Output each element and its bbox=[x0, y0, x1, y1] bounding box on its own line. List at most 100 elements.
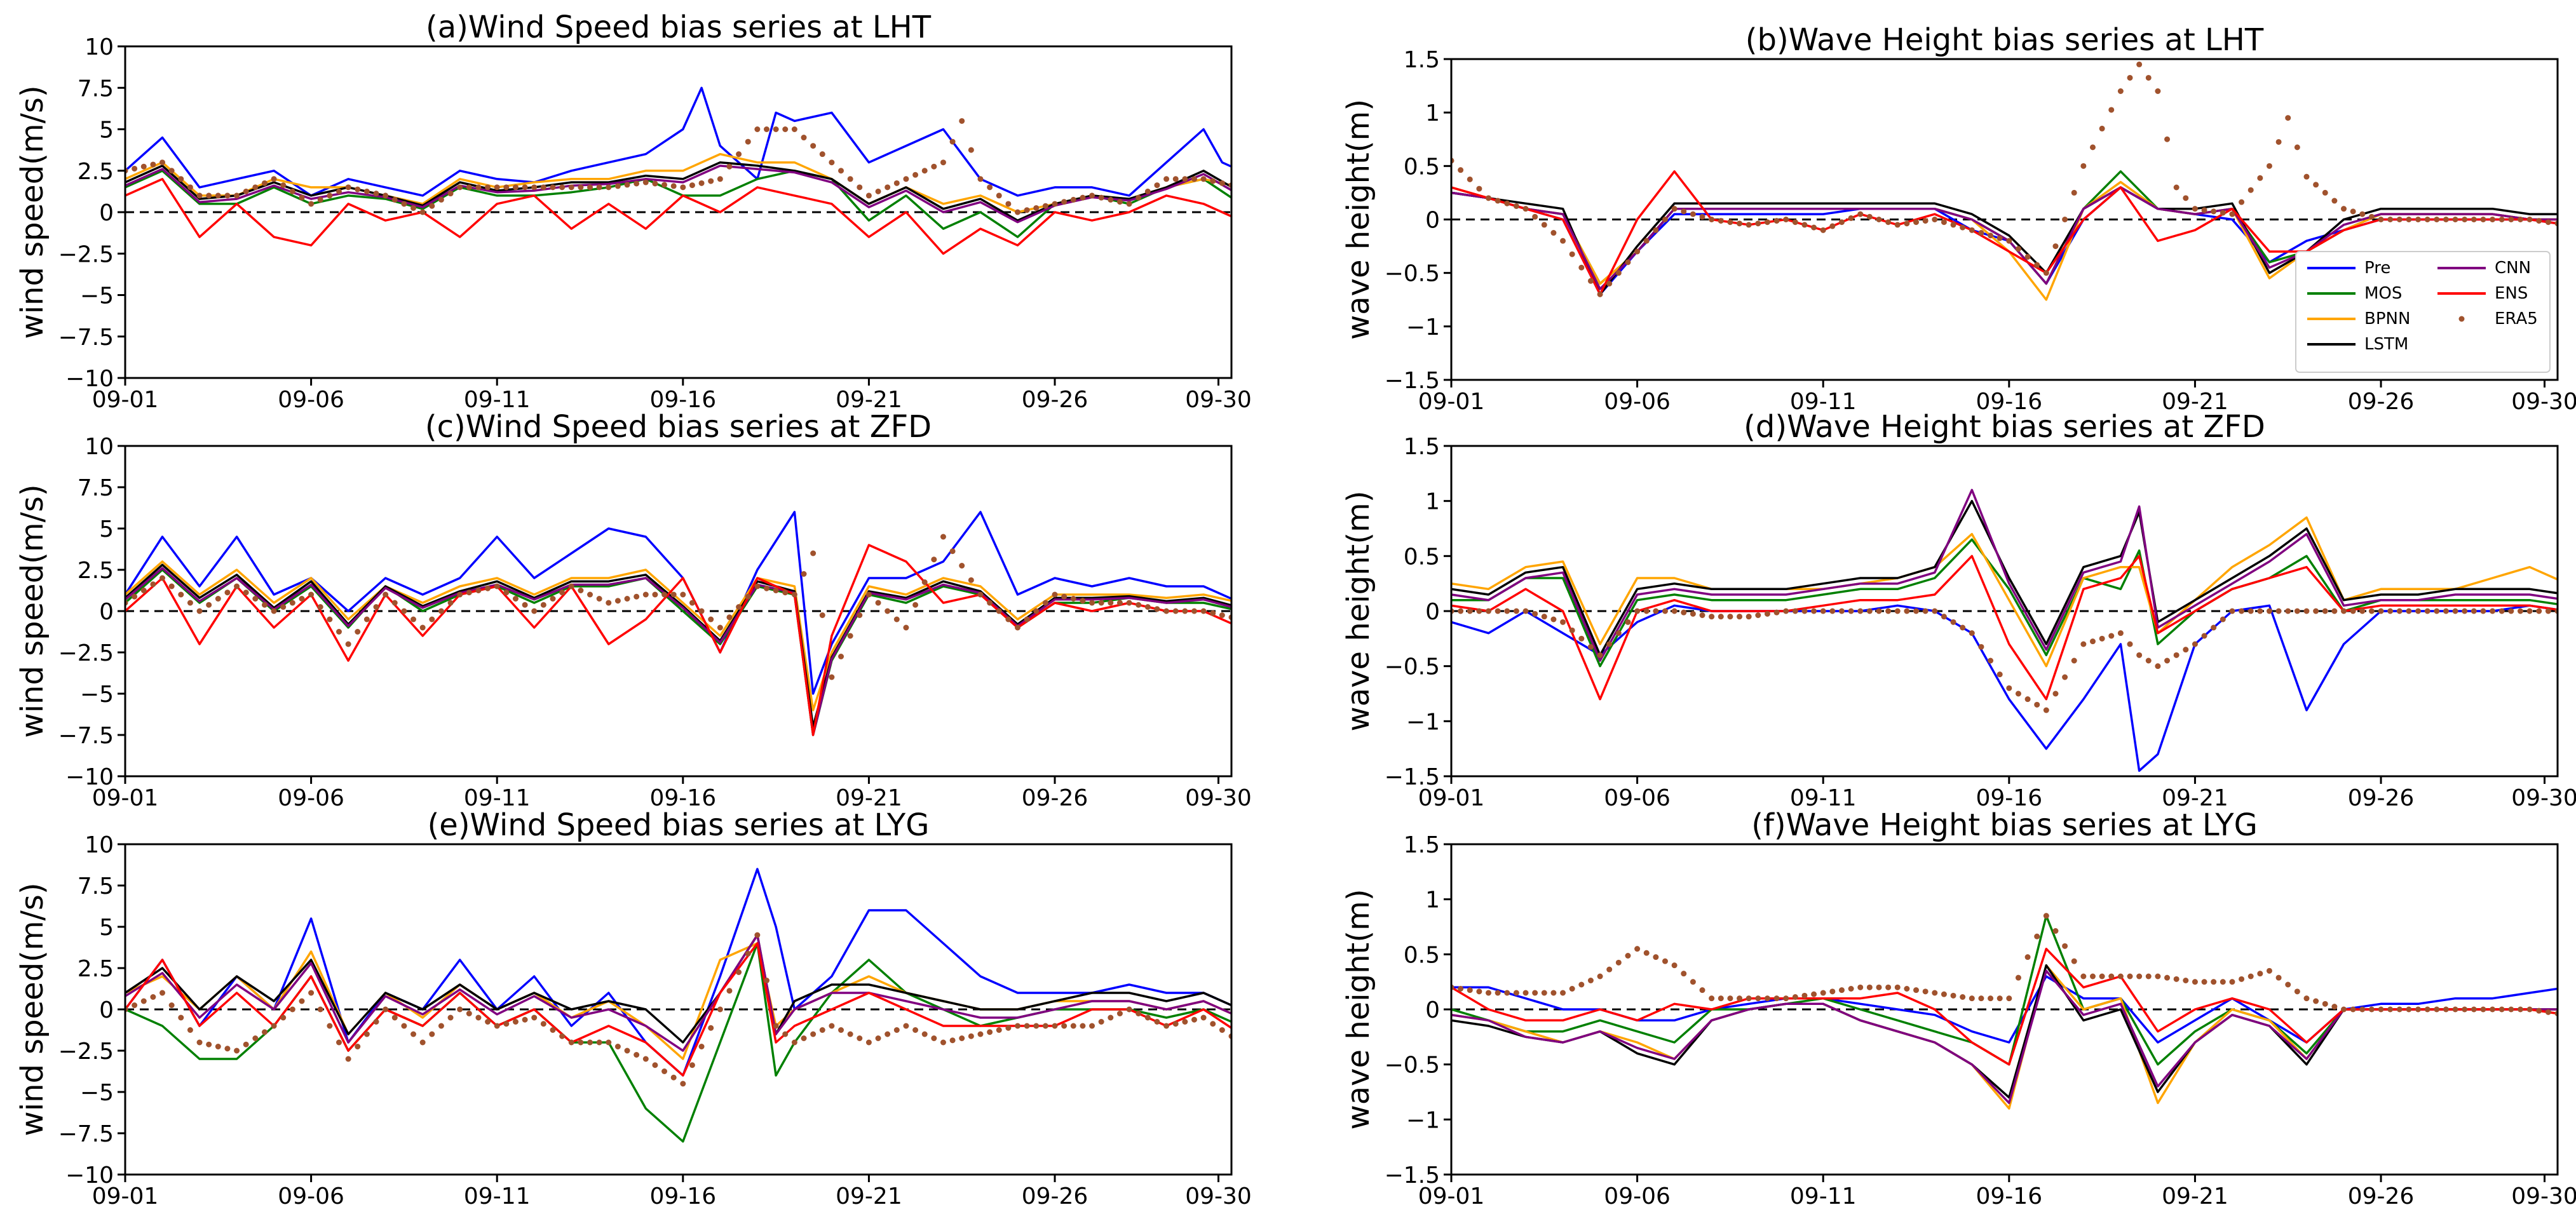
series-era5-point bbox=[1643, 608, 1650, 614]
series-era5-point bbox=[261, 1029, 268, 1035]
series-era5-points bbox=[1451, 913, 2558, 1016]
series-era5-point bbox=[1653, 608, 1659, 614]
series-era5-point bbox=[2480, 217, 2486, 222]
series-era5-point bbox=[987, 1029, 993, 1035]
y-tick-label: 0 bbox=[1425, 997, 1440, 1023]
series-era5-point bbox=[1587, 643, 1594, 650]
series-era5-point bbox=[1163, 608, 1170, 614]
series-era5-point bbox=[531, 184, 538, 191]
series-era5-point bbox=[1727, 614, 1733, 620]
series-era5-point bbox=[1988, 232, 1994, 239]
series-era5-point bbox=[540, 602, 546, 608]
series-era5-point bbox=[1829, 988, 1836, 995]
x-tick-label: 09-21 bbox=[836, 1183, 902, 1209]
series-era5-point bbox=[2257, 608, 2263, 614]
series-era5-point bbox=[959, 563, 965, 569]
series-era5-point bbox=[224, 1046, 231, 1052]
series-era5-point bbox=[2108, 633, 2115, 639]
series-era5-point bbox=[187, 1027, 193, 1033]
series-era5-point bbox=[494, 184, 500, 191]
series-era5-point bbox=[717, 624, 723, 631]
series-era5-point bbox=[2434, 217, 2440, 222]
series-era5-point bbox=[485, 184, 491, 191]
x-tick-label: 09-30 bbox=[1185, 1183, 1252, 1209]
series-era5-point bbox=[1625, 953, 1631, 959]
series-era5-point bbox=[429, 203, 435, 209]
series-era5-point bbox=[1690, 610, 1696, 617]
series-era5-point bbox=[1727, 995, 1733, 1002]
series-era5-point bbox=[187, 184, 193, 191]
series-era5-points bbox=[125, 534, 1231, 680]
series-era5-point bbox=[2322, 1000, 2328, 1007]
x-tick-label: 09-21 bbox=[2162, 1183, 2228, 1209]
series-era5-point bbox=[1699, 612, 1705, 618]
series-era5-point bbox=[1773, 609, 1780, 616]
series-era5-point bbox=[2490, 1006, 2496, 1013]
series-era5-point bbox=[1116, 199, 1123, 205]
x-tick-label: 09-26 bbox=[1022, 387, 1088, 413]
series-era5-point bbox=[1820, 608, 1826, 614]
series-era5-point bbox=[810, 143, 817, 149]
series-era5-point bbox=[1191, 1016, 1197, 1023]
series-era5-point bbox=[959, 118, 965, 124]
series-era5-point bbox=[726, 988, 733, 994]
series-era5-point bbox=[373, 1019, 379, 1025]
series-era5-point bbox=[1219, 612, 1225, 618]
x-tick-label: 09-16 bbox=[1976, 785, 2043, 811]
series-era5-point bbox=[438, 1023, 444, 1029]
plot-frame bbox=[1450, 843, 2559, 1176]
series-era5-point bbox=[2034, 701, 2040, 708]
series-era5-point bbox=[2117, 973, 2124, 980]
series-era5-point bbox=[1838, 987, 1845, 994]
series-era5-point bbox=[1154, 606, 1160, 612]
series-era5-point bbox=[1811, 991, 1817, 997]
series-era5-point bbox=[1950, 619, 1956, 625]
series-era5-point bbox=[1709, 217, 1715, 222]
series-era5-point bbox=[1532, 610, 1538, 617]
series-era5-point bbox=[1922, 608, 1929, 614]
series-era5-point bbox=[2517, 217, 2523, 222]
series-era5-point bbox=[1116, 1011, 1123, 1016]
series-era5-point bbox=[2220, 979, 2226, 985]
y-tick-label: −5 bbox=[80, 682, 114, 708]
x-tick-label: 09-21 bbox=[836, 387, 902, 413]
series-era5-point bbox=[2117, 630, 2124, 637]
series-era5-point bbox=[1885, 984, 1892, 990]
series-era5-point bbox=[745, 593, 751, 600]
series-era5-point bbox=[893, 1027, 900, 1033]
series-era5-point bbox=[2089, 144, 2096, 151]
y-tick-label: −2.5 bbox=[58, 640, 114, 666]
series-mos-line bbox=[1451, 538, 2558, 668]
series-era5-point bbox=[2155, 88, 2161, 94]
x-tick-label: 09-06 bbox=[1604, 1183, 1671, 1209]
x-tick-label: 09-30 bbox=[2511, 785, 2576, 811]
series-era5-point bbox=[801, 135, 807, 141]
series-era5-point bbox=[634, 180, 640, 187]
series-era5-point bbox=[1773, 218, 1780, 224]
series-era5-point bbox=[838, 1027, 844, 1033]
series-era5-point bbox=[466, 589, 472, 596]
series-era5-point bbox=[2285, 115, 2291, 121]
series-era5-point bbox=[1606, 966, 1613, 973]
series-era5-point bbox=[2359, 211, 2366, 217]
series-era5-point bbox=[968, 1033, 974, 1039]
y-tick-label: −1.5 bbox=[1385, 1162, 1440, 1189]
x-tick-label: 09-16 bbox=[650, 785, 717, 811]
series-era5-point bbox=[1671, 608, 1678, 614]
series-era5-point bbox=[494, 1023, 500, 1029]
series-era5-point bbox=[2099, 635, 2105, 642]
series-era5-point bbox=[475, 588, 482, 593]
series-era5-point bbox=[2480, 1006, 2486, 1013]
series-era5-point bbox=[2378, 217, 2384, 222]
series-era5-point bbox=[596, 184, 602, 191]
series-era5-point bbox=[903, 624, 909, 631]
series-era5-point bbox=[661, 182, 668, 188]
series-era5-point bbox=[224, 589, 231, 596]
series-era5-point bbox=[1820, 990, 1826, 996]
series-era5-point bbox=[503, 589, 510, 596]
series-era5-point bbox=[2303, 608, 2310, 614]
series-bpnn-line bbox=[1451, 516, 2558, 668]
series-era5-point bbox=[2136, 973, 2143, 980]
series-era5-point bbox=[614, 1044, 621, 1049]
y-tick-label: −10 bbox=[65, 764, 114, 790]
